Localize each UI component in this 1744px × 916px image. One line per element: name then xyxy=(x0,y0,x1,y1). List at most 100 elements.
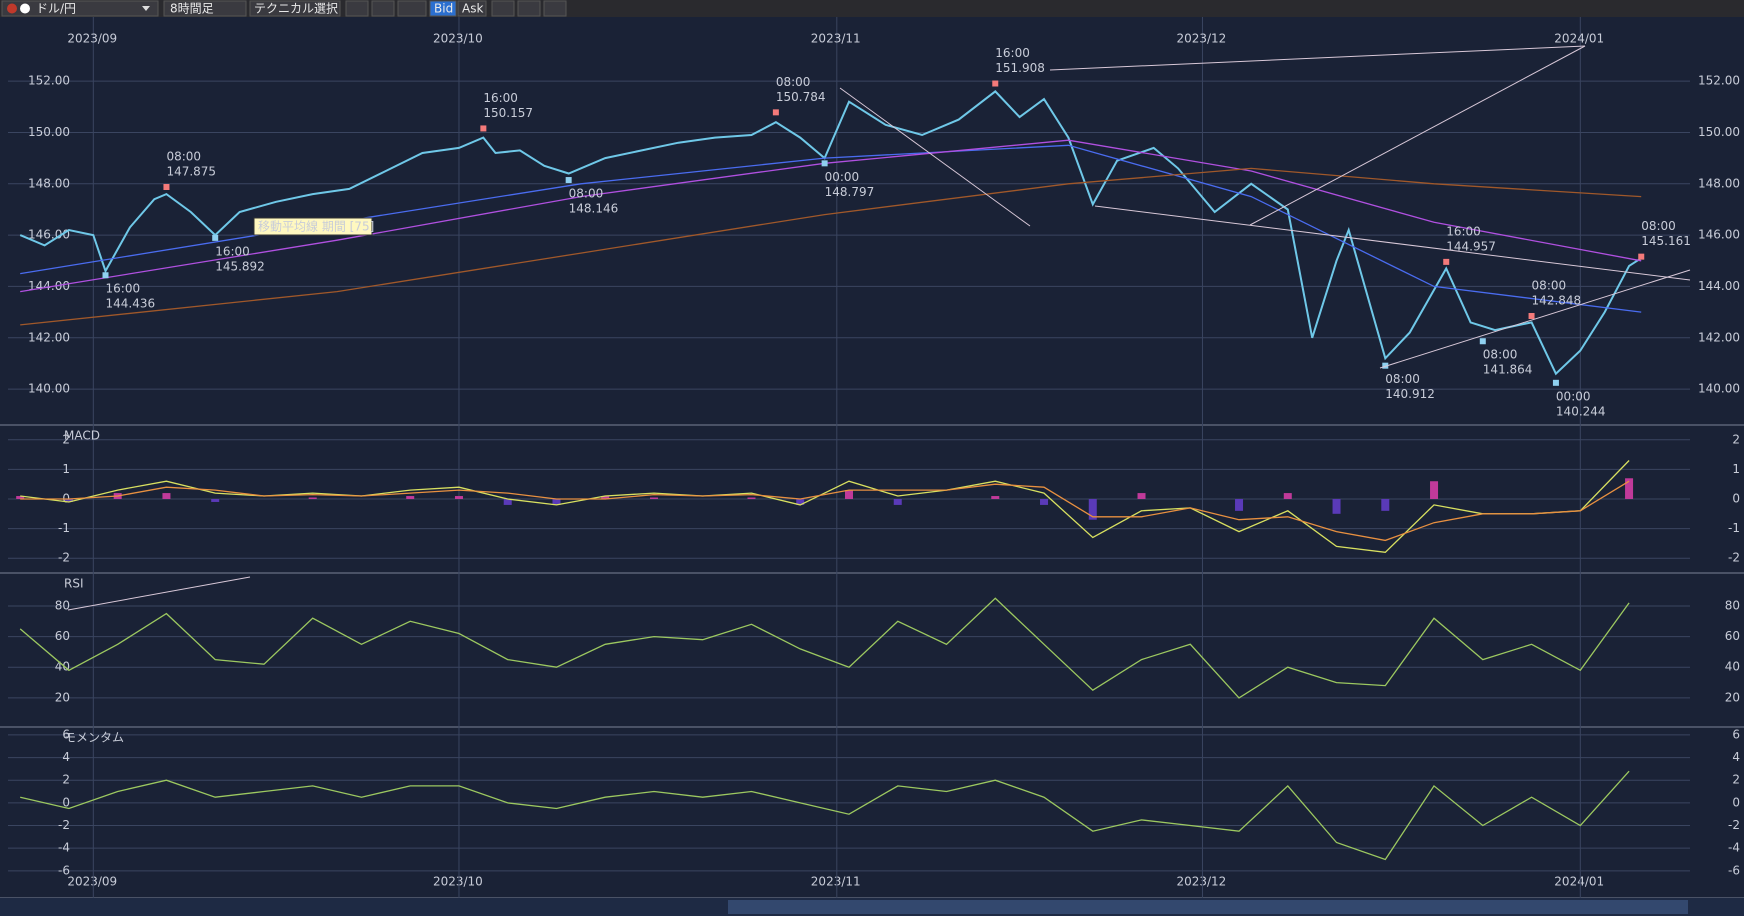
y-tick-label-right: -2 xyxy=(1728,818,1740,832)
histogram-bar xyxy=(406,496,415,499)
y-tick-label-left: -2 xyxy=(58,818,70,832)
histogram-bar xyxy=(601,496,610,499)
histogram-bar xyxy=(503,499,512,505)
indicator-line xyxy=(20,770,1630,861)
y-tick-label-left: 2 xyxy=(62,773,70,787)
histogram-bar xyxy=(1283,493,1292,499)
timeframe-label: 8時間足 xyxy=(170,2,214,16)
indicator-button[interactable] xyxy=(491,0,515,17)
draw-tool-button[interactable] xyxy=(345,0,369,17)
extreme-marker xyxy=(565,177,572,184)
x-tick-label-bottom: 2024/01 xyxy=(1554,875,1604,889)
histogram-bar xyxy=(1137,493,1146,499)
extreme-marker xyxy=(1528,312,1535,319)
extreme-time: 08:00 xyxy=(1483,348,1518,362)
bid-label: Bid xyxy=(434,2,453,16)
histogram-bar xyxy=(64,499,73,502)
histogram-bar xyxy=(454,496,463,499)
y-tick-label-right: 20 xyxy=(1725,690,1740,704)
toolbar: ドル/円 8時間足 テクニカル選択 Bid Ask xyxy=(0,0,1744,17)
extreme-price: 150.784 xyxy=(776,90,826,104)
histogram-bar xyxy=(308,497,317,499)
y-tick-label-right: 146.00 xyxy=(1698,228,1740,242)
x-tick-label-bottom: 2023/10 xyxy=(433,875,483,889)
x-tick-label-top: 2023/11 xyxy=(811,32,861,46)
extreme-time: 08:00 xyxy=(1385,372,1420,386)
y-tick-label-right: -6 xyxy=(1728,863,1740,877)
dropdown-arrow xyxy=(142,6,150,11)
histogram-bar xyxy=(991,496,1000,499)
ask-button[interactable] xyxy=(457,0,487,17)
extreme-time: 08:00 xyxy=(569,187,604,201)
x-tick-label-bottom: 2023/09 xyxy=(67,875,117,889)
extreme-time: 16:00 xyxy=(106,282,141,296)
histogram-bar xyxy=(893,499,902,505)
y-tick-label-left: 144.00 xyxy=(28,279,70,293)
histogram-bar xyxy=(845,490,853,499)
histogram-bar xyxy=(211,499,220,502)
panel-label: MACD xyxy=(64,429,100,443)
y-tick-label-left: 4 xyxy=(62,750,70,764)
histogram-bar xyxy=(1332,499,1341,514)
extreme-time: 16:00 xyxy=(1446,224,1481,238)
info-button[interactable] xyxy=(371,0,395,17)
y-tick-label-right: 1 xyxy=(1732,462,1740,476)
trend-line xyxy=(1249,45,1586,226)
extreme-marker xyxy=(163,184,170,190)
extreme-time: 08:00 xyxy=(1641,219,1676,233)
y-tick-label-left: -2 xyxy=(58,551,70,565)
y-tick-label-left: -1 xyxy=(58,521,70,535)
technical-select[interactable] xyxy=(249,0,341,17)
y-tick-label-left: 40 xyxy=(55,660,70,674)
bid-button[interactable] xyxy=(429,0,457,17)
extreme-time: 00:00 xyxy=(825,170,860,184)
price-line xyxy=(19,90,1642,376)
y-tick-label-left: 146.00 xyxy=(28,228,70,242)
y-tick-label-right: -2 xyxy=(1728,551,1740,565)
y-tick-label-right: 0 xyxy=(1732,492,1740,506)
extreme-price: 144.436 xyxy=(106,297,156,311)
scroll-thumb[interactable] xyxy=(728,900,1688,914)
chart-type-button[interactable] xyxy=(397,0,427,17)
extreme-time: 08:00 xyxy=(776,75,811,89)
technical-label: テクニカル選択 xyxy=(254,2,338,16)
pair-label: ドル/円 xyxy=(36,2,76,16)
tooltip-bg xyxy=(253,217,373,236)
y-tick-label-left: 80 xyxy=(55,598,70,612)
extreme-marker xyxy=(1638,253,1645,260)
extreme-price: 148.797 xyxy=(825,185,875,199)
y-tick-label-left: 6 xyxy=(62,727,70,741)
extreme-marker xyxy=(1443,258,1450,265)
histogram-bar xyxy=(16,496,25,499)
extreme-marker xyxy=(1552,379,1559,386)
indicator-line xyxy=(20,480,1630,542)
histogram-bar xyxy=(1430,481,1439,499)
x-tick-label-top: 2023/10 xyxy=(433,32,483,46)
y-tick-label-left: 1 xyxy=(62,462,70,476)
y-tick-label-left: 150.00 xyxy=(28,125,70,139)
extreme-price: 150.157 xyxy=(483,106,533,120)
extreme-marker xyxy=(102,272,109,279)
y-tick-label-right: 0 xyxy=(1732,795,1740,809)
flag-icon xyxy=(20,3,30,14)
extreme-time: 16:00 xyxy=(215,244,250,258)
x-tick-label-top: 2024/01 xyxy=(1554,32,1604,46)
extreme-price: 147.875 xyxy=(166,165,216,179)
histogram-bar xyxy=(552,499,561,505)
flag-icon xyxy=(7,3,17,14)
zoom-in-button[interactable] xyxy=(543,0,567,17)
x-tick-label-bottom: 2023/12 xyxy=(1176,875,1226,889)
extreme-marker xyxy=(480,125,487,132)
y-tick-label-right: 40 xyxy=(1725,660,1740,674)
zoom-out-button[interactable] xyxy=(517,0,541,17)
extreme-time: 00:00 xyxy=(1556,389,1591,403)
timeframe-select[interactable] xyxy=(163,0,247,17)
x-tick-label-top: 2023/12 xyxy=(1176,32,1226,46)
extreme-marker xyxy=(992,80,999,87)
moving-average xyxy=(20,167,1642,326)
y-tick-label-right: -4 xyxy=(1728,841,1740,855)
extreme-price: 151.908 xyxy=(995,61,1045,75)
extreme-price: 145.892 xyxy=(215,259,265,273)
y-tick-label-left: 0 xyxy=(62,795,70,809)
pair-select[interactable] xyxy=(1,0,159,17)
